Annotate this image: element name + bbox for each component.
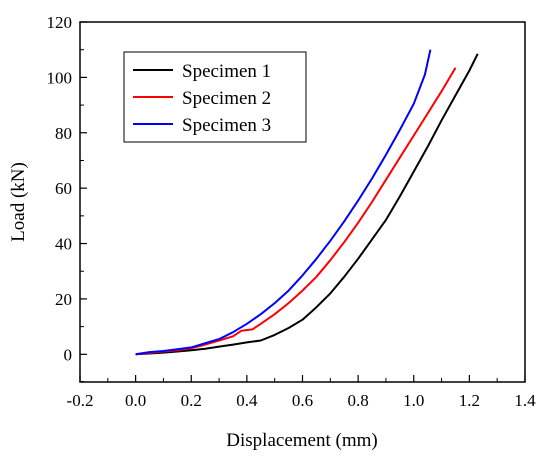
x-tick-label: 1.2 — [459, 391, 480, 410]
y-tick-label: 60 — [55, 179, 72, 198]
x-tick-label: 0.6 — [292, 391, 313, 410]
series-group — [135, 49, 479, 356]
legend-label: Specimen 1 — [182, 61, 271, 82]
x-axis-title: Displacement (mm) — [226, 430, 377, 451]
x-tick-label: -0.2 — [67, 391, 94, 410]
y-axis-title: Load (kN) — [8, 162, 29, 242]
y-tick-label: 80 — [55, 124, 72, 143]
y-tick-label: 20 — [55, 290, 72, 309]
x-tick-label: 0.4 — [236, 391, 258, 410]
x-tick-label: 1.0 — [403, 391, 424, 410]
x-tick-label: 1.4 — [514, 391, 536, 410]
x-tick-label: 0.0 — [125, 391, 146, 410]
series-line-specimen-1 — [135, 53, 479, 356]
axis-ticks: -0.2 0.0 0.2 0.4 0.6 0.8 1.0 1.2 1.4 0 20 40 60 80 100… — [47, 13, 537, 410]
series-line-specimen-3 — [135, 49, 432, 356]
y-tick-label: 120 — [47, 13, 73, 32]
x-tick-label: 0.2 — [181, 391, 202, 410]
y-tick-label: 40 — [55, 235, 72, 254]
legend-label: Specimen 2 — [182, 88, 271, 109]
x-tick-label: 0.8 — [348, 391, 369, 410]
legend: Specimen 1 Specimen 2 Specimen 3 — [123, 51, 307, 143]
legend-label: Specimen 3 — [182, 115, 271, 136]
y-tick-label: 100 — [47, 68, 73, 87]
y-tick-label: 0 — [64, 345, 73, 364]
